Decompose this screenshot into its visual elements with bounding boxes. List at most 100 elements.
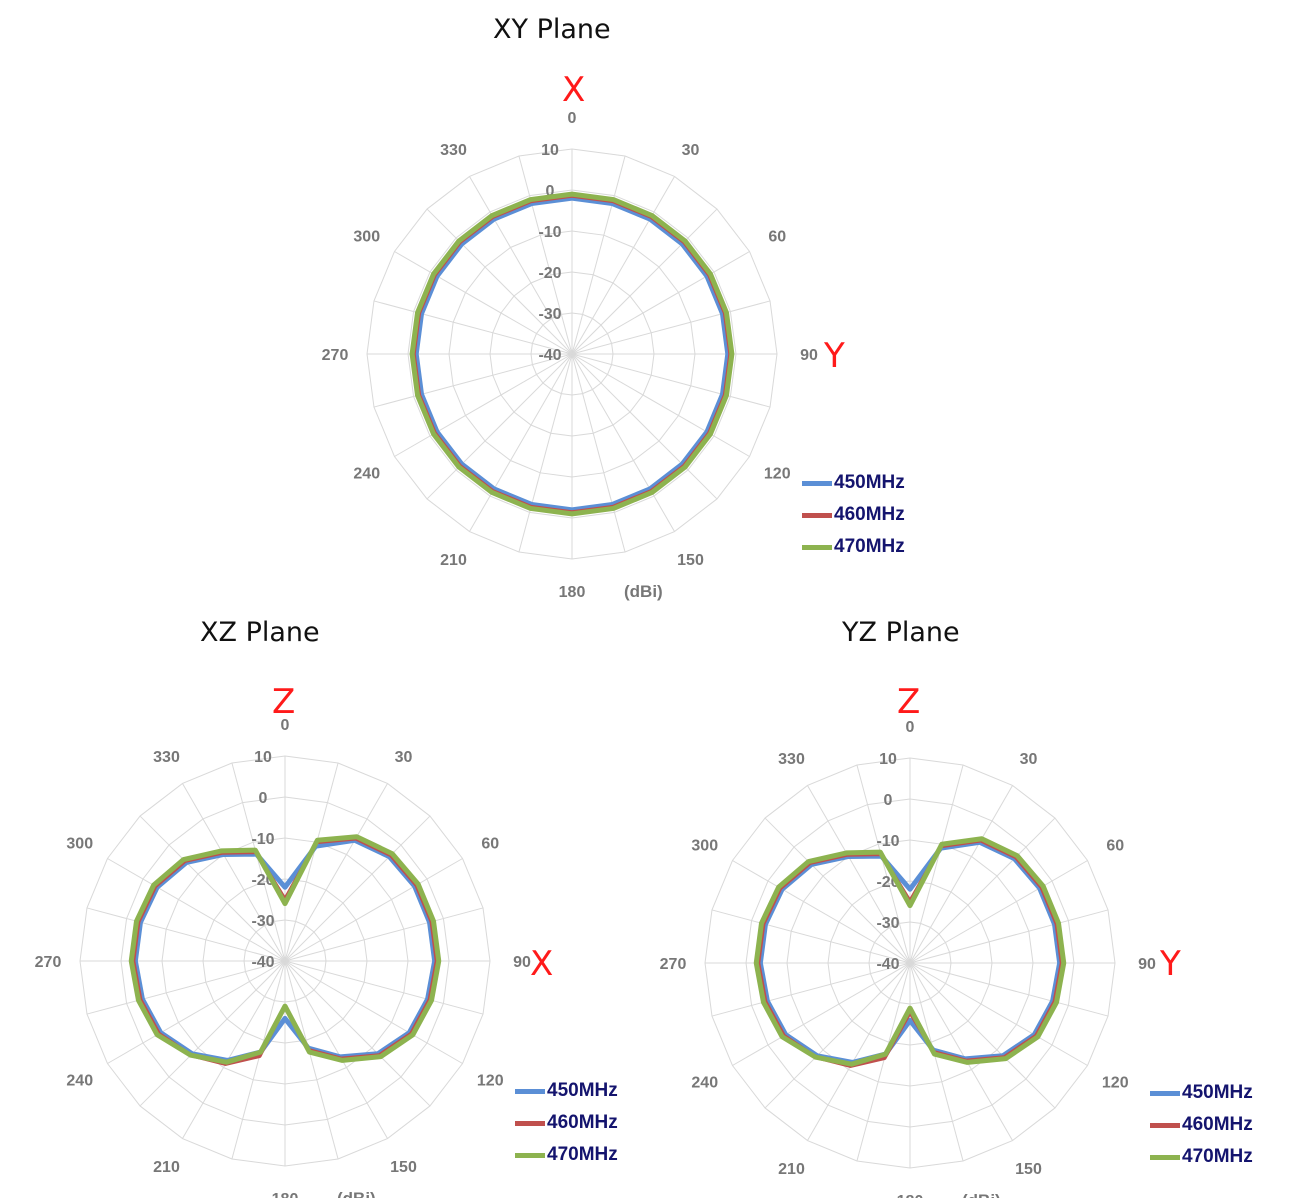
legend-xz: 450MHz 460MHz 470MHz <box>515 1075 618 1171</box>
angle-tick-label: 240 <box>691 1075 718 1092</box>
angle-tick-label: 90 <box>1138 956 1156 973</box>
grid-spoke <box>284 815 431 962</box>
grid-spoke <box>284 907 484 962</box>
radial-tick-label: 10 <box>541 142 559 159</box>
grid-spoke <box>909 909 1109 964</box>
grid-spoke <box>426 353 573 500</box>
angle-tick-label: 300 <box>691 838 718 855</box>
grid-spoke <box>909 860 1088 964</box>
grid-spoke <box>426 208 573 355</box>
angle-tick-label: 120 <box>1102 1075 1129 1092</box>
axis-letter-right-xy: Y <box>824 336 845 376</box>
axis-letter-right-xz: X <box>530 944 554 984</box>
angle-tick-label: 270 <box>322 347 349 364</box>
grid-spoke <box>469 353 573 532</box>
legend-item-460: 460MHz <box>802 499 905 531</box>
grid-spoke <box>764 817 911 964</box>
grid-spoke <box>139 960 286 1107</box>
angle-tick-label: 210 <box>778 1161 805 1178</box>
grid-spoke <box>711 962 911 1017</box>
angle-tick-label: 150 <box>1015 1161 1042 1178</box>
radial-tick-label: -20 <box>538 265 561 282</box>
angle-tick-label: 0 <box>568 110 577 127</box>
grid-spoke <box>394 353 573 457</box>
legend-label-470: 470MHz <box>1182 1146 1253 1167</box>
legend-swatch-460 <box>515 1120 545 1126</box>
grid-spoke <box>373 353 573 408</box>
grid-spoke <box>284 783 388 962</box>
grid-spoke <box>571 251 750 355</box>
unit-label: (dBi) <box>962 1191 1001 1198</box>
angle-tick-label: 60 <box>481 836 499 853</box>
angle-tick-label: 120 <box>477 1073 504 1090</box>
grid-spoke <box>518 353 573 553</box>
legend-swatch-450 <box>802 480 832 486</box>
radial-tick-label: -30 <box>251 913 274 930</box>
axis-letter-top-xz: Z <box>272 682 296 722</box>
grid-spoke <box>571 353 750 457</box>
legend-label-460: 460MHz <box>834 504 905 525</box>
legend-swatch-470 <box>515 1152 545 1158</box>
legend-swatch-470 <box>1150 1154 1180 1160</box>
angle-tick-label: 180 <box>897 1193 924 1198</box>
legend-label-470: 470MHz <box>547 1144 618 1165</box>
angle-tick-label: 90 <box>513 954 531 971</box>
legend-label-450: 450MHz <box>834 472 905 493</box>
legend-swatch-460 <box>1150 1122 1180 1128</box>
angle-tick-label: 330 <box>440 142 467 159</box>
grid-spoke <box>571 353 675 532</box>
angle-tick-label: 300 <box>66 836 93 853</box>
radial-tick-label: -10 <box>538 224 561 241</box>
series-line-470MHz <box>753 836 1067 1067</box>
grid-spoke <box>909 962 1056 1109</box>
legend-label-450: 450MHz <box>547 1080 618 1101</box>
radial-tick-label: -30 <box>538 306 561 323</box>
grid-spoke <box>909 962 1088 1066</box>
grid-spoke <box>284 960 388 1139</box>
axis-letter-top-yz: Z <box>897 682 921 722</box>
legend-item-450: 450MHz <box>802 467 905 499</box>
radial-tick-label: -40 <box>876 956 899 973</box>
grid-spoke <box>284 960 431 1107</box>
chart-title-yz: YZ Plane <box>842 617 960 648</box>
radial-tick-label: 10 <box>879 751 897 768</box>
angle-tick-label: 30 <box>1020 751 1038 768</box>
legend-label-450: 450MHz <box>1182 1082 1253 1103</box>
series-line-470MHz <box>409 191 735 517</box>
angle-tick-label: 330 <box>153 749 180 766</box>
grid-spoke <box>182 783 286 962</box>
radial-tick-label: 0 <box>259 790 268 807</box>
angle-tick-label: 180 <box>559 584 586 601</box>
radial-tick-label: -40 <box>538 347 561 364</box>
grid-spoke <box>284 762 339 962</box>
grid-spoke <box>394 251 573 355</box>
grid-spoke <box>284 858 463 962</box>
grid-spoke <box>86 960 286 1015</box>
series-line-470MHz <box>128 834 442 1065</box>
grid-spoke <box>571 176 675 355</box>
grid-spoke <box>139 815 286 962</box>
grid-spoke <box>764 962 911 1109</box>
radial-tick-label: 10 <box>254 749 272 766</box>
angle-tick-label: 150 <box>677 552 704 569</box>
grid-spoke <box>909 962 1013 1141</box>
grid-spoke <box>518 155 573 355</box>
chart-title-xz: XZ Plane <box>200 617 320 648</box>
grid-spoke <box>856 962 911 1162</box>
legend-item-460: 460MHz <box>1150 1109 1253 1141</box>
legend-label-470: 470MHz <box>834 536 905 557</box>
grid-spoke <box>571 208 718 355</box>
angle-tick-label: 300 <box>353 229 380 246</box>
grid-spoke <box>107 960 286 1064</box>
angle-tick-label: 30 <box>395 749 413 766</box>
legend-label-460: 460MHz <box>1182 1114 1253 1135</box>
legend-swatch-450 <box>515 1088 545 1094</box>
axis-letter-right-yz: Y <box>1160 944 1181 984</box>
angle-tick-label: 60 <box>1106 838 1124 855</box>
grid-spoke <box>182 960 286 1139</box>
